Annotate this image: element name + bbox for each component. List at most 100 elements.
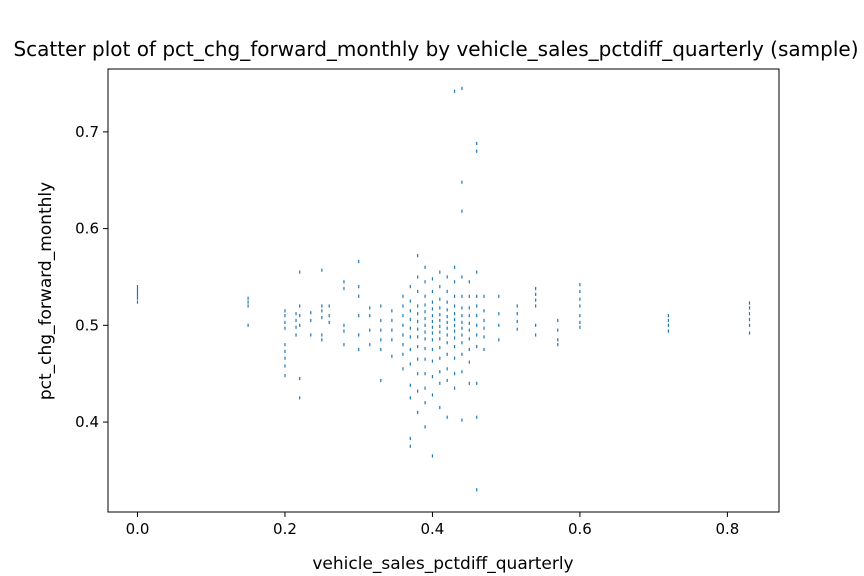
scatter-point-156 <box>453 89 456 93</box>
scatter-point-105 <box>424 316 426 321</box>
scatter-point-193 <box>468 381 470 385</box>
scatter-point-104 <box>424 310 426 314</box>
scatter-point-192 <box>468 360 470 364</box>
scatter-point-51 <box>358 347 360 352</box>
scatter-point-122 <box>431 331 434 335</box>
scatter-point-170 <box>461 86 463 90</box>
scatter-point-7 <box>247 300 249 304</box>
scatter-point-99 <box>417 410 419 414</box>
scatter-point-234 <box>579 314 581 318</box>
scatter-point-164 <box>453 329 456 333</box>
scatter-point-23 <box>299 270 301 274</box>
scatter-point-20 <box>295 318 297 323</box>
scatter-point-163 <box>453 323 456 327</box>
scatter-point-80 <box>409 335 411 339</box>
scatter-point-196 <box>476 270 478 274</box>
y-axis-label: pct_chg_forward_monthly <box>36 182 56 400</box>
scatter-point-201 <box>476 333 478 337</box>
scatter-point-94 <box>417 335 419 339</box>
x-axis-label: vehicle_sales_pctdiff_quarterly <box>312 554 573 574</box>
scatter-point-106 <box>424 323 426 327</box>
scatter-point-77 <box>409 309 411 313</box>
scatter-point-22 <box>295 333 297 337</box>
x-tick-label: 0.6 <box>568 520 592 538</box>
scatter-point-241 <box>748 301 751 305</box>
scatter-point-127 <box>431 393 434 397</box>
scatter-point-180 <box>461 341 463 345</box>
scatter-point-26 <box>299 323 301 327</box>
scatter-point-240 <box>667 329 669 333</box>
scatter-point-206 <box>483 294 485 298</box>
x-tick-label: 0.2 <box>273 520 297 538</box>
scatter-point-0 <box>136 285 139 289</box>
scatter-point-190 <box>468 337 470 341</box>
scatter-point-150 <box>446 333 448 337</box>
scatter-point-152 <box>446 352 448 356</box>
scatter-point-194 <box>476 141 478 146</box>
scatter-point-28 <box>299 396 301 400</box>
scatter-point-13 <box>284 326 286 330</box>
scatter-point-56 <box>380 304 382 308</box>
scatter-point-176 <box>461 314 463 318</box>
scatter-point-33 <box>321 304 323 308</box>
scatter-point-81 <box>409 347 411 352</box>
scatter-point-131 <box>439 297 441 301</box>
scatter-point-42 <box>343 286 345 291</box>
scatter-point-199 <box>476 314 478 318</box>
scatter-point-62 <box>391 309 393 313</box>
scatter-point-153 <box>446 367 448 371</box>
scatter-point-182 <box>461 370 463 374</box>
scatter-point-233 <box>579 304 581 308</box>
x-tick-label: 0.8 <box>715 520 739 538</box>
scatter-point-32 <box>321 268 323 272</box>
scatter-point-10 <box>284 309 286 313</box>
scatter-point-95 <box>417 345 419 349</box>
y-axis-ticks: 0.4 0.5 0.6 0.7 <box>75 123 108 431</box>
scatter-point-76 <box>409 299 411 303</box>
scatter-point-54 <box>369 328 371 332</box>
scatter-point-232 <box>579 297 581 301</box>
scatter-point-226 <box>557 318 559 323</box>
scatter-point-143 <box>446 275 448 279</box>
scatter-point-235 <box>579 320 581 325</box>
scatter-point-92 <box>417 319 419 324</box>
scatter-point-38 <box>328 304 330 308</box>
scatter-point-61 <box>380 378 382 383</box>
scatter-point-195 <box>476 149 478 153</box>
scatter-point-146 <box>446 308 448 312</box>
scatter-point-85 <box>409 436 411 441</box>
scatter-point-140 <box>439 370 441 374</box>
scatter-point-184 <box>468 280 470 284</box>
scatter-point-9 <box>247 323 249 327</box>
scatter-point-41 <box>343 280 345 284</box>
scatter-point-78 <box>409 317 411 322</box>
scatter-point-31 <box>310 333 312 337</box>
scatter-point-228 <box>557 338 559 342</box>
scatter-point-88 <box>417 275 419 279</box>
scatter-point-55 <box>369 343 371 347</box>
scatter-point-137 <box>439 337 441 341</box>
scatter-point-57 <box>380 318 382 323</box>
scatter-point-191 <box>468 347 470 352</box>
scatter-point-148 <box>446 320 448 325</box>
scatter-point-151 <box>446 341 448 345</box>
scatter-point-70 <box>402 323 404 327</box>
scatter-point-19 <box>295 312 297 316</box>
scatter-point-185 <box>468 294 470 298</box>
scatter-point-210 <box>483 335 485 339</box>
scatter-point-69 <box>402 314 404 318</box>
scatter-point-91 <box>417 312 419 316</box>
scatter-point-59 <box>380 338 382 342</box>
scatter-point-203 <box>476 381 478 385</box>
scatter-point-181 <box>461 352 463 356</box>
scatter-point-168 <box>453 372 456 376</box>
scatter-point-149 <box>446 326 448 330</box>
scatter-point-187 <box>468 314 470 318</box>
scatter-point-46 <box>358 259 360 264</box>
x-axis-ticks: 0.0 0.2 0.4 0.6 0.8 <box>126 512 739 538</box>
scatter-point-225 <box>535 333 537 337</box>
scatter-point-155 <box>446 415 448 419</box>
scatter-point-205 <box>476 488 478 492</box>
scatter-point-167 <box>453 356 456 360</box>
scatter-point-136 <box>439 330 441 334</box>
